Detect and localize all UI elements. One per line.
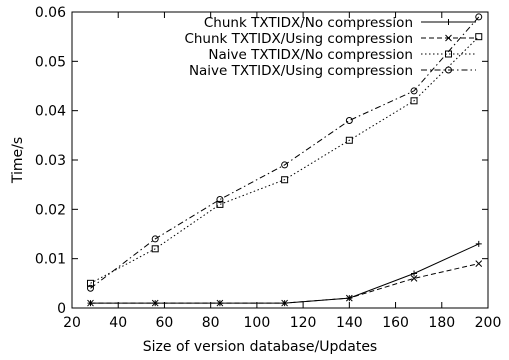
x-tick-label: 200 <box>475 315 502 331</box>
y-tick-label: 0.05 <box>35 54 66 70</box>
data-point <box>411 270 418 277</box>
y-tick-label: 0 <box>57 301 66 317</box>
series-line <box>90 36 480 284</box>
y-tick-label: 0.04 <box>35 104 66 120</box>
legend-label: Naive TXTIDX/Using compression <box>189 63 413 79</box>
data-point <box>87 299 94 307</box>
data-point <box>475 33 483 41</box>
data-point <box>475 240 482 247</box>
series-2 <box>87 260 483 307</box>
data-point <box>86 279 94 287</box>
y-axis-title: Time/s <box>10 137 26 184</box>
y-tick-label: 0.01 <box>35 252 66 268</box>
data-point <box>216 195 224 203</box>
data-point <box>410 87 418 95</box>
x-tick-label: 140 <box>336 315 363 331</box>
x-tick-label: 160 <box>382 315 409 331</box>
data-series <box>86 13 483 307</box>
data-point <box>151 235 159 243</box>
legend-marker <box>445 34 452 42</box>
series-3 <box>86 33 483 287</box>
x-tick-label: 80 <box>202 315 220 331</box>
data-point <box>410 275 418 282</box>
series-line <box>90 263 479 304</box>
data-point <box>410 97 418 105</box>
series-line <box>90 16 480 289</box>
data-point <box>345 136 353 144</box>
series-4 <box>86 13 483 292</box>
y-tick-label: 0.03 <box>35 153 66 169</box>
x-tick-label: 40 <box>109 315 127 331</box>
data-point <box>151 299 159 307</box>
legend-marker <box>445 50 452 58</box>
data-point <box>281 176 289 184</box>
legend-label: Chunk TXTIDX/Using compression <box>184 31 413 47</box>
legend-marker <box>445 19 452 25</box>
data-point <box>151 245 159 253</box>
x-tick-label: 180 <box>428 315 455 331</box>
data-point <box>216 200 224 208</box>
data-point <box>345 117 353 125</box>
series-1 <box>87 240 482 307</box>
y-tick-label: 0.02 <box>35 202 66 218</box>
x-tick-label: 100 <box>244 315 271 331</box>
data-point <box>281 161 289 169</box>
legend-marker <box>445 66 452 74</box>
x-axis-title: Size of version database/Updates <box>143 339 377 355</box>
data-point <box>216 299 224 307</box>
legend-label: Chunk TXTIDX/No compression <box>204 15 413 31</box>
data-point <box>475 13 483 21</box>
data-point <box>475 260 483 267</box>
axis-ticks: 20 40 60 80 100 120 140 160 180 200 0 0.01 0.02 0.03 0… <box>35 5 502 331</box>
data-point <box>281 299 288 307</box>
x-tick-label: 60 <box>156 315 174 331</box>
x-tick-label: 20 <box>63 315 81 331</box>
data-point <box>86 284 94 292</box>
data-point <box>345 294 353 302</box>
series-line <box>90 243 480 304</box>
x-tick-label: 120 <box>290 315 317 331</box>
y-tick-label: 0.06 <box>35 5 66 21</box>
legend-label: Naive TXTIDX/No compression <box>208 47 413 63</box>
